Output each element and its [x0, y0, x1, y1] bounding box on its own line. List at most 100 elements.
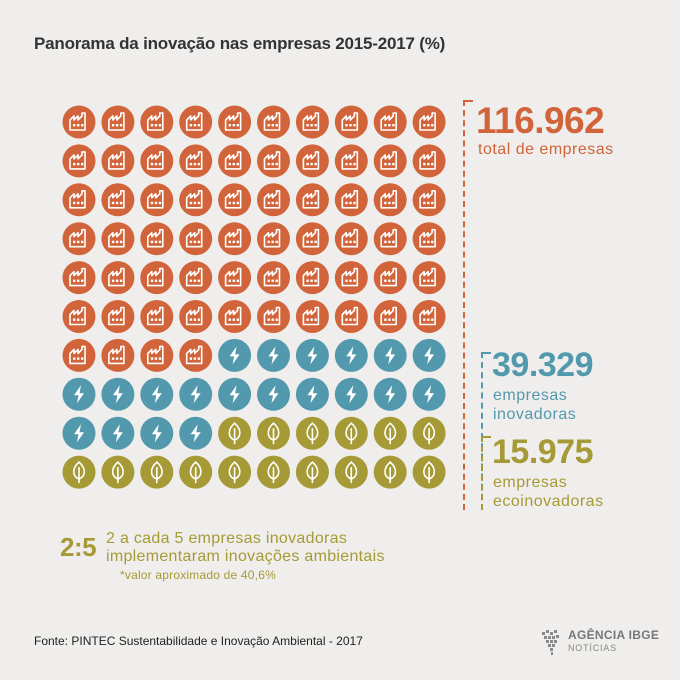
ratio-text-line1: 2 a cada 5 empresas inovadoras	[106, 530, 348, 547]
factory-icon	[108, 306, 125, 326]
waffle-cell	[334, 455, 368, 489]
waffle-cell	[295, 377, 329, 411]
waffle-cell	[295, 416, 329, 450]
waffle-cell	[62, 183, 96, 217]
waffle-cell	[412, 183, 446, 217]
lightning-icon	[385, 385, 396, 404]
waffle-cell	[373, 105, 407, 139]
waffle-cell	[257, 300, 290, 333]
waffle-cell	[179, 338, 213, 372]
factory-icon	[341, 306, 359, 326]
waffle-cell	[412, 338, 446, 372]
factory-icon	[108, 228, 125, 248]
leaf-icon	[423, 461, 436, 484]
waffle-cell	[140, 261, 174, 295]
waffle-dot	[295, 105, 329, 139]
waffle-dot	[101, 261, 135, 295]
total-bracket-tick	[463, 100, 473, 102]
waffle-dot	[101, 105, 135, 139]
factory-icon	[108, 151, 125, 170]
waffle-cell	[218, 338, 252, 372]
waffle-dot	[412, 300, 446, 333]
waffle-dot	[334, 300, 368, 333]
waffle-cell	[218, 105, 252, 139]
waffle-dot	[334, 183, 368, 217]
factory-icon	[185, 228, 203, 248]
waffle-dot	[140, 105, 174, 139]
waffle-dot	[334, 222, 368, 256]
waffle-dot	[295, 300, 329, 333]
ibge-logo: AGÊNCIA IBGE NOTÍCIAS	[540, 628, 660, 658]
waffle-cell	[140, 105, 174, 139]
waffle-dot	[412, 144, 446, 178]
waffle-cell	[295, 300, 329, 333]
factory-icon	[147, 228, 164, 248]
factory-icon	[69, 228, 86, 248]
factory-icon	[263, 151, 281, 170]
factory-icon	[185, 151, 203, 170]
waffle-cell	[412, 222, 446, 256]
factory-icon	[69, 306, 86, 326]
waffle-dot	[101, 300, 135, 333]
waffle-cell	[101, 338, 135, 372]
waffle-cell	[334, 105, 368, 139]
waffle-dot	[218, 261, 252, 295]
waffle-cell	[140, 416, 174, 450]
factory-icon	[302, 151, 320, 170]
inovadoras-bracket-line	[481, 352, 483, 510]
waffle-cell	[179, 105, 213, 139]
factory-icon	[263, 306, 281, 326]
waffle-dot	[62, 338, 96, 372]
waffle-cell	[179, 183, 213, 217]
lightning-icon	[424, 346, 435, 365]
waffle-cell	[62, 377, 96, 411]
leaf-icon	[345, 461, 358, 484]
inovadoras-label-line1: empresas	[493, 387, 568, 404]
waffle-cell	[101, 300, 135, 333]
waffle-cell	[334, 416, 368, 450]
waffle-cell	[257, 183, 290, 217]
factory-icon	[185, 306, 203, 326]
factory-icon	[263, 228, 281, 248]
waffle-cell	[373, 183, 407, 217]
waffle-dot	[257, 183, 290, 217]
leaf-icon	[267, 461, 280, 484]
waffle-dot	[412, 183, 446, 217]
factory-icon	[69, 345, 86, 365]
factory-icon	[419, 306, 436, 326]
lightning-icon	[74, 385, 84, 404]
lightning-icon	[424, 385, 435, 404]
waffle-dot	[257, 144, 290, 178]
factory-icon	[147, 267, 164, 287]
leaf-icon	[228, 461, 241, 484]
waffle-dot	[218, 300, 252, 333]
waffle-cell	[218, 377, 252, 411]
waffle-cell	[140, 183, 174, 217]
factory-icon	[302, 190, 320, 209]
factory-icon	[263, 267, 281, 287]
waffle-cell	[218, 222, 252, 256]
factory-icon	[108, 190, 125, 209]
waffle-dot	[295, 261, 329, 295]
ecoinovadoras-bracket-tick	[481, 436, 491, 438]
waffle-dot	[179, 144, 213, 178]
factory-icon	[341, 228, 359, 248]
waffle-cell	[101, 105, 135, 139]
factory-icon	[380, 190, 398, 209]
waffle-dot	[140, 222, 174, 256]
waffle-cell	[257, 377, 290, 411]
waffle-dot	[140, 144, 174, 178]
inovadoras-bracket-tick	[481, 352, 491, 354]
waffle-cell	[334, 144, 368, 178]
waffle-dot	[62, 300, 96, 333]
factory-icon	[380, 228, 398, 248]
leaf-icon	[423, 422, 436, 445]
waffle-cell	[62, 144, 96, 178]
waffle-cell	[101, 144, 135, 178]
waffle-dot	[140, 300, 174, 333]
factory-icon	[419, 151, 436, 170]
factory-icon	[69, 190, 86, 209]
factory-icon	[302, 228, 320, 248]
waffle-dot	[257, 105, 290, 139]
